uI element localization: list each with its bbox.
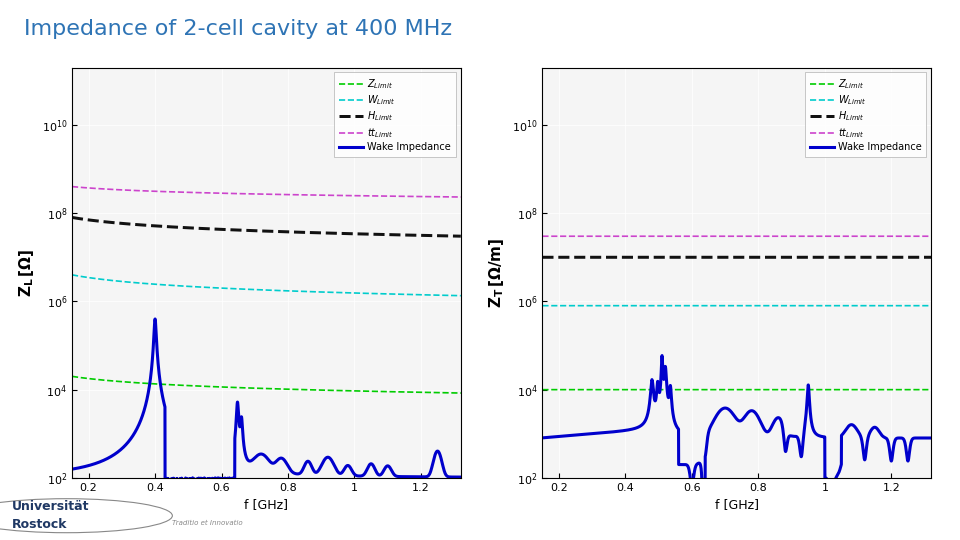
Text: 10/04/2018: 10/04/2018 bbox=[316, 511, 372, 521]
Text: UNIVERSITÄT ROSTOCK | Fakultät für Informatik und Elektrotechnik: UNIVERSITÄT ROSTOCK | Fakultät für Infor… bbox=[468, 510, 795, 522]
Text: 24: 24 bbox=[934, 511, 947, 521]
Y-axis label: $\mathbf{Z_L\,[Ω]}$: $\mathbf{Z_L\,[Ω]}$ bbox=[17, 248, 36, 297]
Text: Universität: Universität bbox=[12, 501, 89, 514]
Text: Rostock: Rostock bbox=[12, 518, 67, 531]
X-axis label: f [GHz]: f [GHz] bbox=[715, 498, 758, 511]
Text: Impedance of 2-cell cavity at 400 MHz: Impedance of 2-cell cavity at 400 MHz bbox=[24, 19, 452, 39]
Y-axis label: $\mathbf{Z_T\,[Ω/m]}$: $\mathbf{Z_T\,[Ω/m]}$ bbox=[488, 238, 506, 308]
Legend: $Z_{Limit}$, $W_{Limit}$, $H_{Limit}$, $tt_{Limit}$, Wake Impedance: $Z_{Limit}$, $W_{Limit}$, $H_{Limit}$, $… bbox=[334, 72, 456, 157]
X-axis label: f [GHz]: f [GHz] bbox=[245, 498, 288, 511]
Text: Traditio et Innovatio: Traditio et Innovatio bbox=[173, 520, 243, 526]
Legend: $Z_{Limit}$, $W_{Limit}$, $H_{Limit}$, $tt_{Limit}$, Wake Impedance: $Z_{Limit}$, $W_{Limit}$, $H_{Limit}$, $… bbox=[804, 72, 926, 157]
